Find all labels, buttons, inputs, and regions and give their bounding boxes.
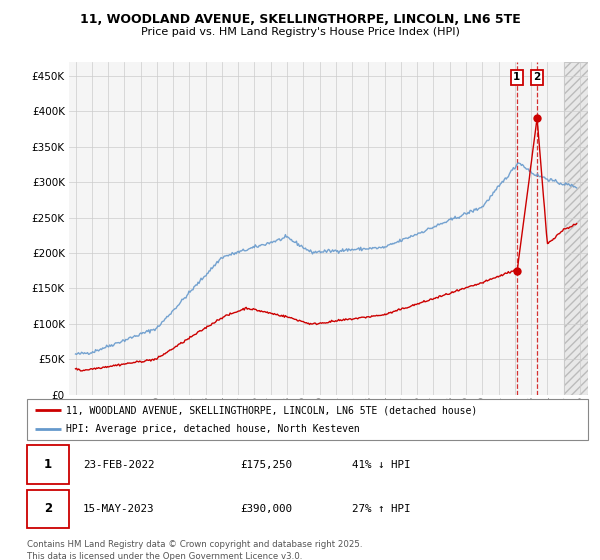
FancyBboxPatch shape: [27, 489, 69, 529]
Text: 23-FEB-2022: 23-FEB-2022: [83, 460, 155, 470]
Text: 2: 2: [44, 502, 52, 516]
Text: Contains HM Land Registry data © Crown copyright and database right 2025.
This d: Contains HM Land Registry data © Crown c…: [27, 540, 362, 560]
Text: 41% ↓ HPI: 41% ↓ HPI: [352, 460, 411, 470]
Text: £175,250: £175,250: [240, 460, 292, 470]
Text: 27% ↑ HPI: 27% ↑ HPI: [352, 504, 411, 514]
Text: HPI: Average price, detached house, North Kesteven: HPI: Average price, detached house, Nort…: [66, 424, 360, 433]
Text: 11, WOODLAND AVENUE, SKELLINGTHORPE, LINCOLN, LN6 5TE: 11, WOODLAND AVENUE, SKELLINGTHORPE, LIN…: [80, 13, 520, 26]
Text: 15-MAY-2023: 15-MAY-2023: [83, 504, 155, 514]
FancyBboxPatch shape: [27, 399, 588, 440]
Text: Price paid vs. HM Land Registry's House Price Index (HPI): Price paid vs. HM Land Registry's House …: [140, 27, 460, 38]
Bar: [563, 62, 596, 395]
Text: 11, WOODLAND AVENUE, SKELLINGTHORPE, LINCOLN, LN6 5TE (detached house): 11, WOODLAND AVENUE, SKELLINGTHORPE, LIN…: [66, 405, 478, 415]
Text: 1: 1: [513, 72, 520, 82]
Text: 1: 1: [44, 458, 52, 472]
FancyBboxPatch shape: [27, 445, 69, 484]
Text: £390,000: £390,000: [240, 504, 292, 514]
Text: 2: 2: [533, 72, 541, 82]
Bar: [563, 62, 596, 395]
